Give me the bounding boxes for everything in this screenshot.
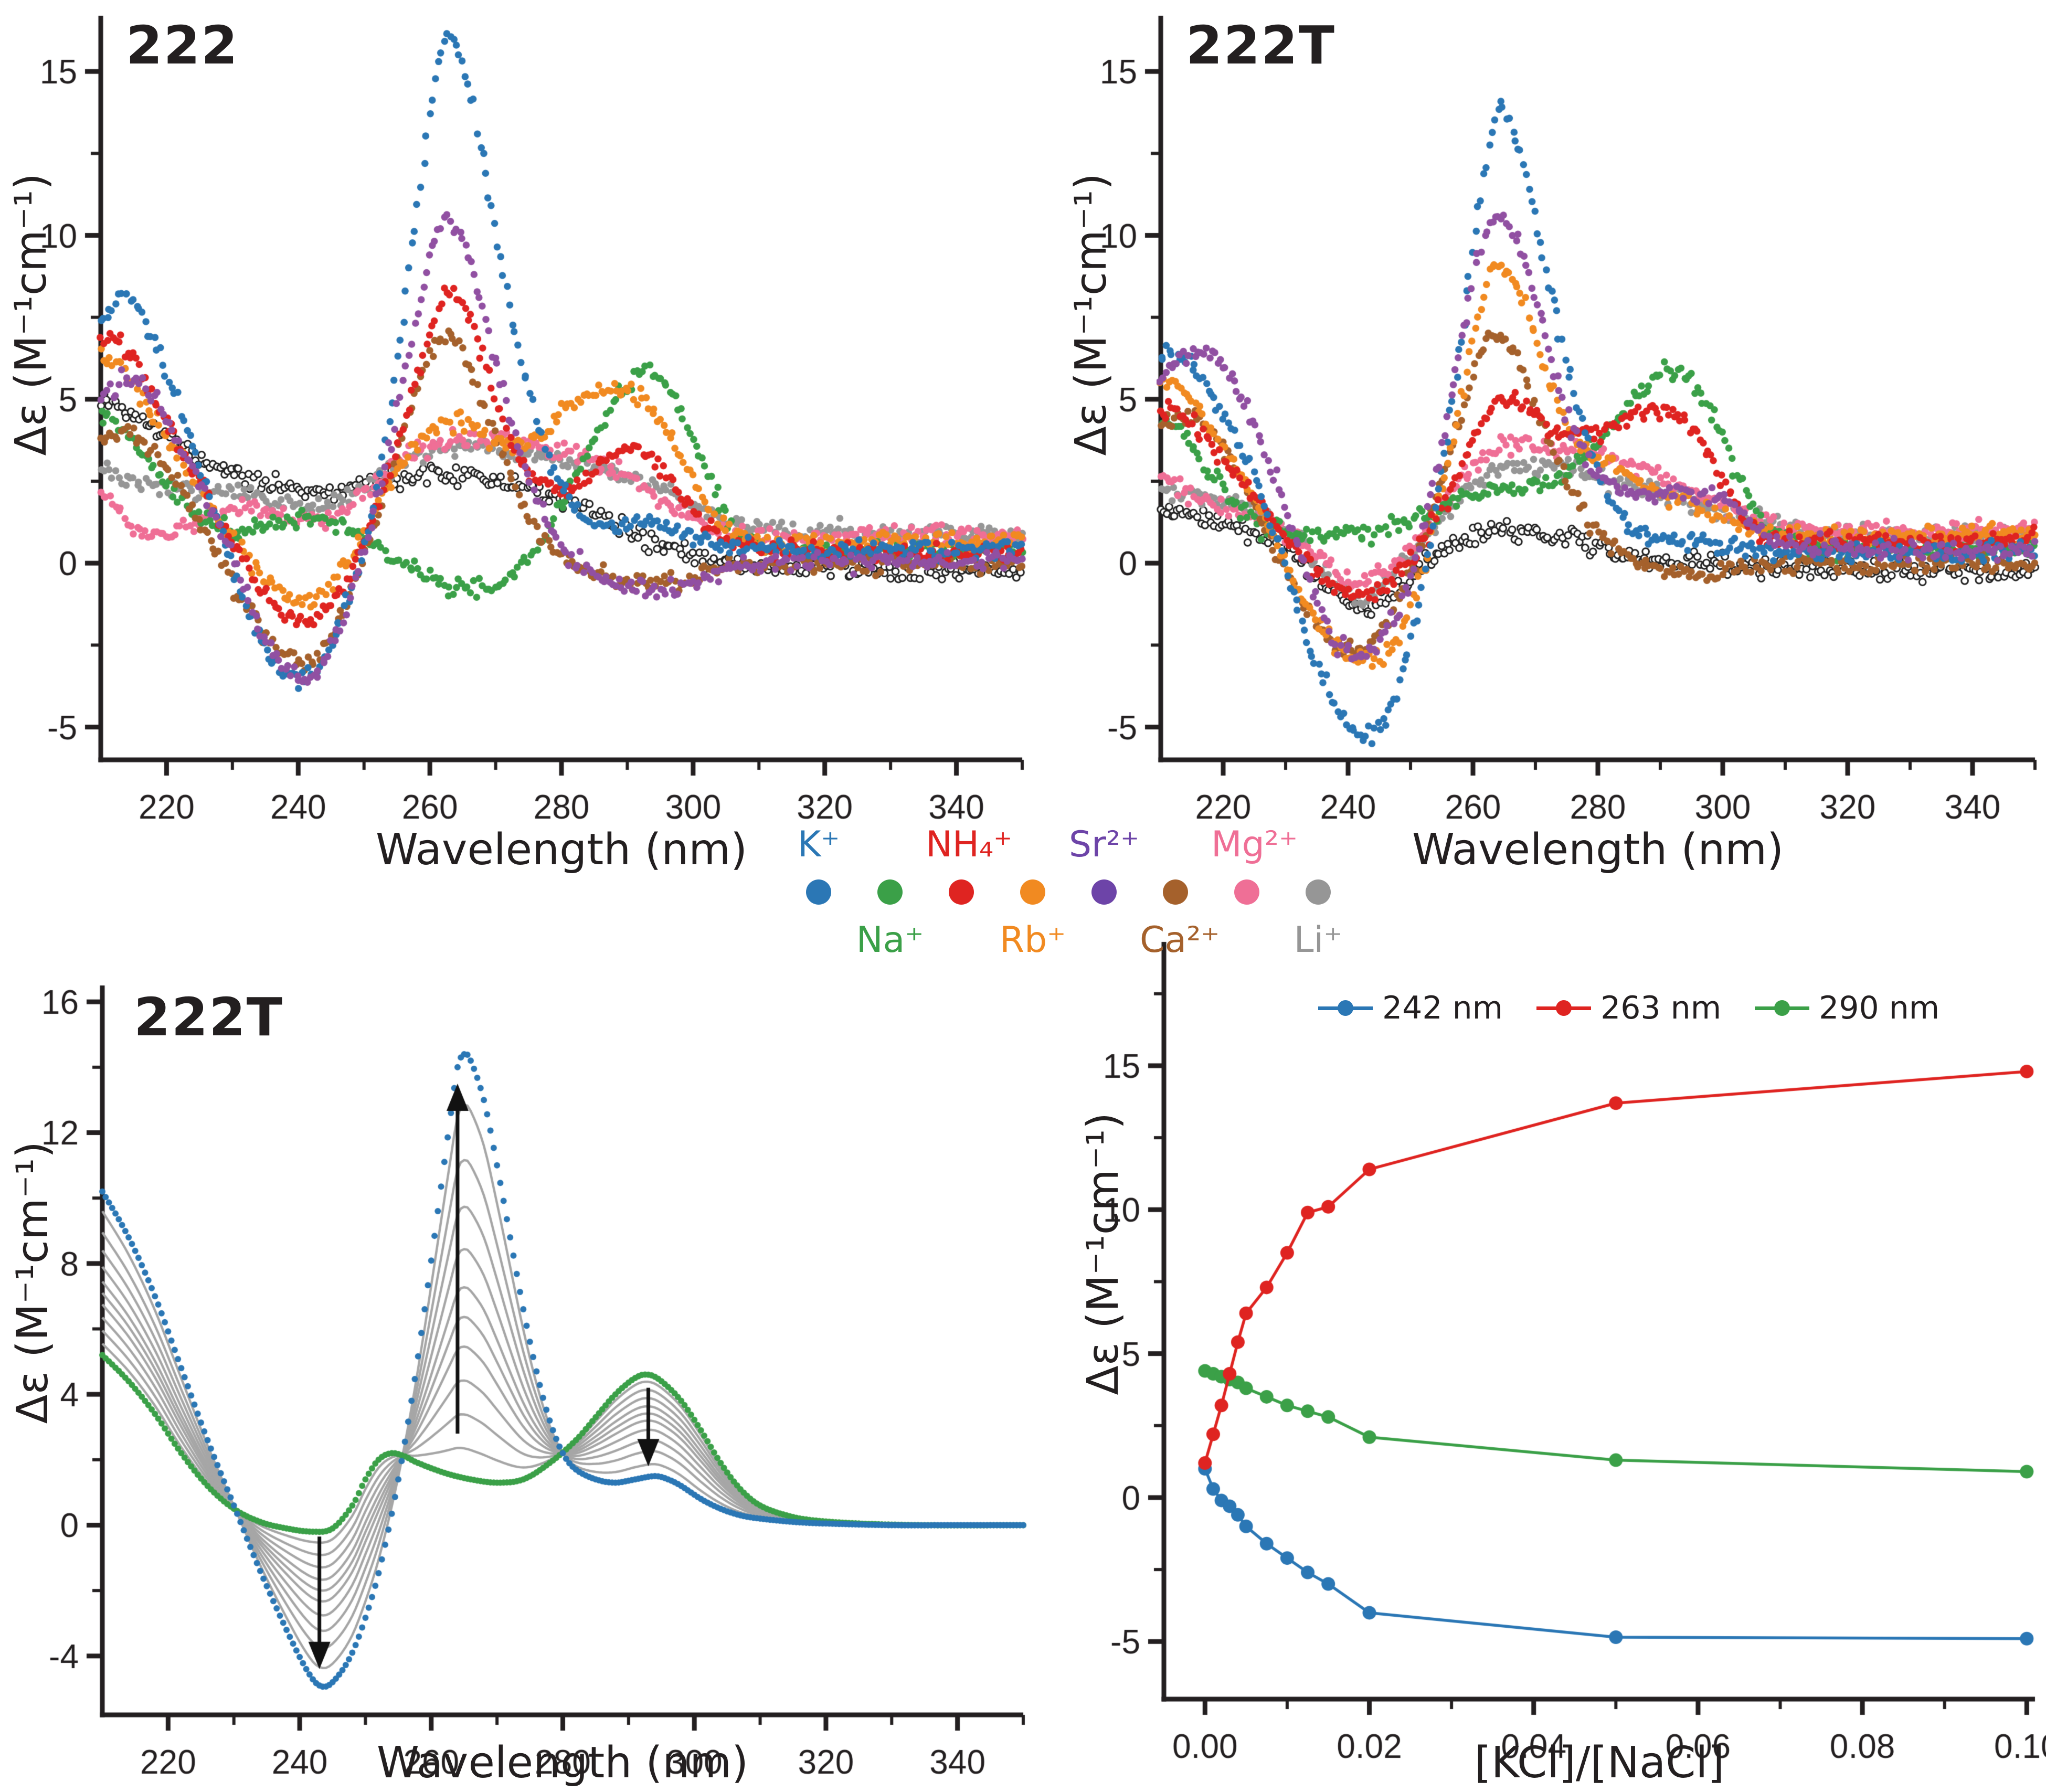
legend-item-290nm: 290 nm — [1755, 990, 1939, 1026]
panel-222T-top-title: 222T — [1186, 15, 1335, 76]
legend-label-242nm: 242 nm — [1382, 990, 1503, 1026]
legend-label-290nm: 290 nm — [1819, 990, 1940, 1026]
cation-label-ca: Ca²⁺ — [1140, 919, 1220, 961]
ca-dot-icon — [1163, 879, 1188, 905]
cation-label-na: Na⁺ — [856, 919, 924, 961]
cation-legend: K⁺ NH₄⁺ Sr²⁺ Mg²⁺ Na⁺ Rb⁺ Ca²⁺ Li⁺ — [783, 822, 1354, 962]
wavelength-series-legend: 242 nm 263 nm 290 nm — [1318, 990, 1939, 1026]
cation-label-k: K⁺ — [797, 823, 840, 865]
delta-epsilon-axis-label-top-right: Δε (M⁻¹cm⁻¹) — [1066, 173, 1116, 456]
cation-label-sr: Sr²⁺ — [1068, 823, 1140, 865]
li-dot-icon — [1306, 879, 1331, 905]
rb-dot-icon — [1020, 879, 1045, 905]
legend-swatch-242nm-icon — [1318, 999, 1373, 1017]
cation-label-nh4: NH₄⁺ — [926, 823, 1013, 865]
legend-item-242nm: 242 nm — [1318, 990, 1503, 1026]
legend-swatch-263nm-icon — [1536, 999, 1592, 1017]
nh4-dot-icon — [949, 879, 974, 905]
wavelength-axis-label-bottom: Wavelength (nm) — [376, 1738, 749, 1788]
legend-item-263nm: 263 nm — [1536, 990, 1721, 1026]
panel-222T-bottom-title: 222T — [134, 987, 283, 1048]
delta-epsilon-axis-label-bottom-left: Δε (M⁻¹cm⁻¹) — [8, 1141, 58, 1424]
wavelength-axis-label-top-left: Wavelength (nm) — [375, 825, 748, 875]
cation-label-li: Li⁺ — [1294, 919, 1343, 961]
wavelength-axis-label-top-right: Wavelength (nm) — [1412, 825, 1784, 875]
legend-label-263nm: 263 nm — [1600, 990, 1722, 1026]
sr-dot-icon — [1091, 879, 1117, 905]
kcl-nacl-axis-label: [KCl]/[NaCl] — [1474, 1738, 1725, 1788]
mg-dot-icon — [1234, 879, 1259, 905]
na-dot-icon — [877, 879, 903, 905]
panel-222-title: 222 — [126, 15, 239, 76]
cation-label-rb: Rb⁺ — [999, 919, 1066, 961]
legend-swatch-290nm-icon — [1755, 999, 1810, 1017]
delta-epsilon-axis-label-top-left: Δε (M⁻¹cm⁻¹) — [6, 173, 56, 456]
k-dot-icon — [806, 879, 831, 905]
delta-epsilon-axis-label-bottom-right: Δε (M⁻¹cm⁻¹) — [1078, 1112, 1128, 1395]
cation-label-mg: Mg²⁺ — [1211, 823, 1298, 865]
